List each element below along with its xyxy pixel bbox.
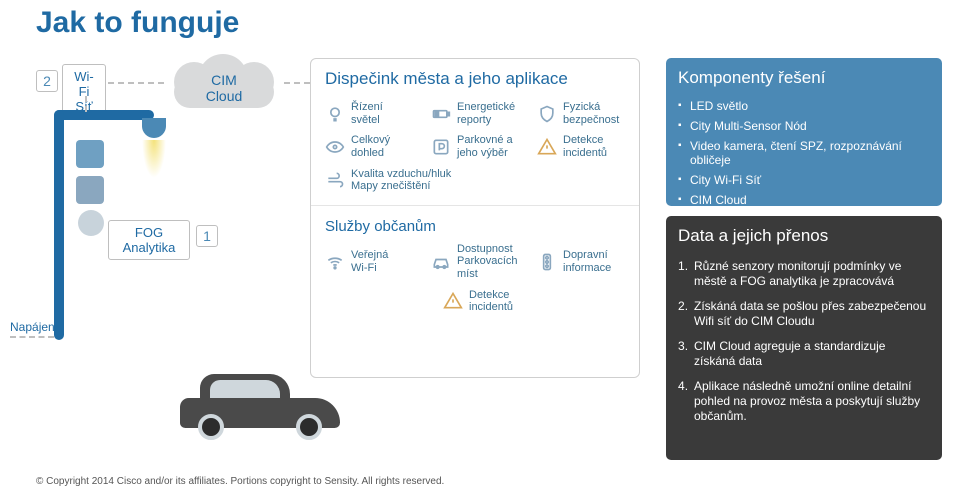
list-item: Aplikace následně umožní online detailní… [678,374,930,429]
badge-fog: 1 [196,225,218,247]
cloud-label: CIM Cloud [164,72,284,104]
rp2-title: Data a jejich přenos [678,226,930,246]
list-item: City Multi-Sensor Nód [678,116,930,136]
eye-icon [325,137,345,157]
panel-row-1: Řízení světel Energetické reporty Fyzick… [311,97,639,130]
warning-icon [443,291,463,311]
dash-napajeni [10,336,54,338]
cell-dopravni-info: Dopravní informace [537,243,625,281]
parking-icon [431,137,451,157]
panel-komponenty: Komponenty řešení LED světlo City Multi-… [666,58,942,206]
battery-icon [431,104,451,124]
center-panel: Dispečink města a jeho aplikace Řízení s… [310,58,640,378]
sensor-cam-icon [76,176,104,204]
cell-detekce-2: Detekce incidentů [443,289,513,314]
shield-icon [537,104,557,124]
rp1-title: Komponenty řešení [678,68,930,88]
cell-label: Řízení světel [351,101,413,126]
panel-row-3: Kvalita vzduchu/hluk Mapy znečištění [311,164,639,197]
napajeni-label: Napájení [10,320,58,334]
cell-kvalita-vzduchu: Kvalita vzduchu/hluk Mapy znečištění [325,168,451,193]
pole-arm [54,110,154,120]
cell-label: Celkový dohled [351,134,413,159]
car-icon [431,252,451,272]
badge-wifi: 2 [36,70,58,92]
air-icon [325,170,345,190]
cell-dostup-park: Dostupnost Parkovacích míst [431,243,519,281]
car-icon [180,370,340,440]
cell-energ-reporty: Energetické reporty [431,101,519,126]
cell-label: Fyzická bezpečnost [563,101,625,126]
cell-parkovne: Parkovné a jeho výběr [431,134,519,159]
cell-rizeni-svetel: Řízení světel [325,101,413,126]
list-item: Získáná data se pošlou přes zabezpečenou… [678,294,930,334]
list-item: Video kamera, čtení SPZ, rozpoznávání ob… [678,136,930,170]
list-item: CIM Cloud agreguje a standardizuje získá… [678,334,930,374]
panel-data-prenos: Data a jejich přenos Různé senzory monit… [666,216,942,460]
panel-row-2: Celkový dohled Parkovné a jeho výběr Det… [311,130,639,163]
bulb-icon [325,104,345,124]
warning-icon [537,137,557,157]
cell-verejna-wifi: Veřejná Wi-Fi [325,243,413,281]
cell-detekce-1: Detekce incidentů [537,134,625,159]
list-item: City Wi-Fi Síť [678,170,930,190]
dash-wifi-cloud [108,82,164,84]
cell-label: Detekce incidentů [563,134,625,159]
cell-label: Detekce incidentů [469,289,513,314]
lamp-icon [142,118,166,138]
sensor-node-icon [78,210,104,236]
copyright-footer: © Copyright 2014 Cisco and/or its affili… [36,476,444,487]
cell-label: Kvalita vzduchu/hluk Mapy znečištění [351,168,451,193]
cell-label: Dostupnost Parkovacích míst [457,243,519,281]
dash-pole-wifi [85,96,87,112]
cell-label: Dopravní informace [563,249,625,274]
list-item: CIM Cloud [678,190,930,210]
traffic-icon [537,252,557,272]
cloud-icon: CIM Cloud [164,48,284,118]
cell-fyzicka-bezp: Fyzická bezpečnost [537,101,625,126]
panel-row-4: Veřejná Wi-Fi Dostupnost Parkovacích mís… [311,239,639,285]
dash-cloud-panel [284,82,310,84]
wifi-icon [325,252,345,272]
list-item: LED světlo [678,96,930,116]
sensor-wifi-icon [76,140,104,168]
cell-label: Parkovné a jeho výběr [457,134,519,159]
cell-label: Energetické reporty [457,101,519,126]
panel-row-5: Detekce incidentů [311,285,639,318]
list-item: Různé senzory monitorují podmínky ve měs… [678,254,930,294]
page-title: Jak to funguje [36,6,239,40]
cell-label: Veřejná Wi-Fi [351,249,413,274]
lamp-light [142,140,166,178]
chip-fog: FOG Analytika [108,220,190,260]
pole-vert [54,110,64,340]
panel-title: Dispečink města a jeho aplikace [311,59,639,97]
panel-subhead: Služby občanům [311,205,639,239]
cell-celkovy-dohled: Celkový dohled [325,134,413,159]
